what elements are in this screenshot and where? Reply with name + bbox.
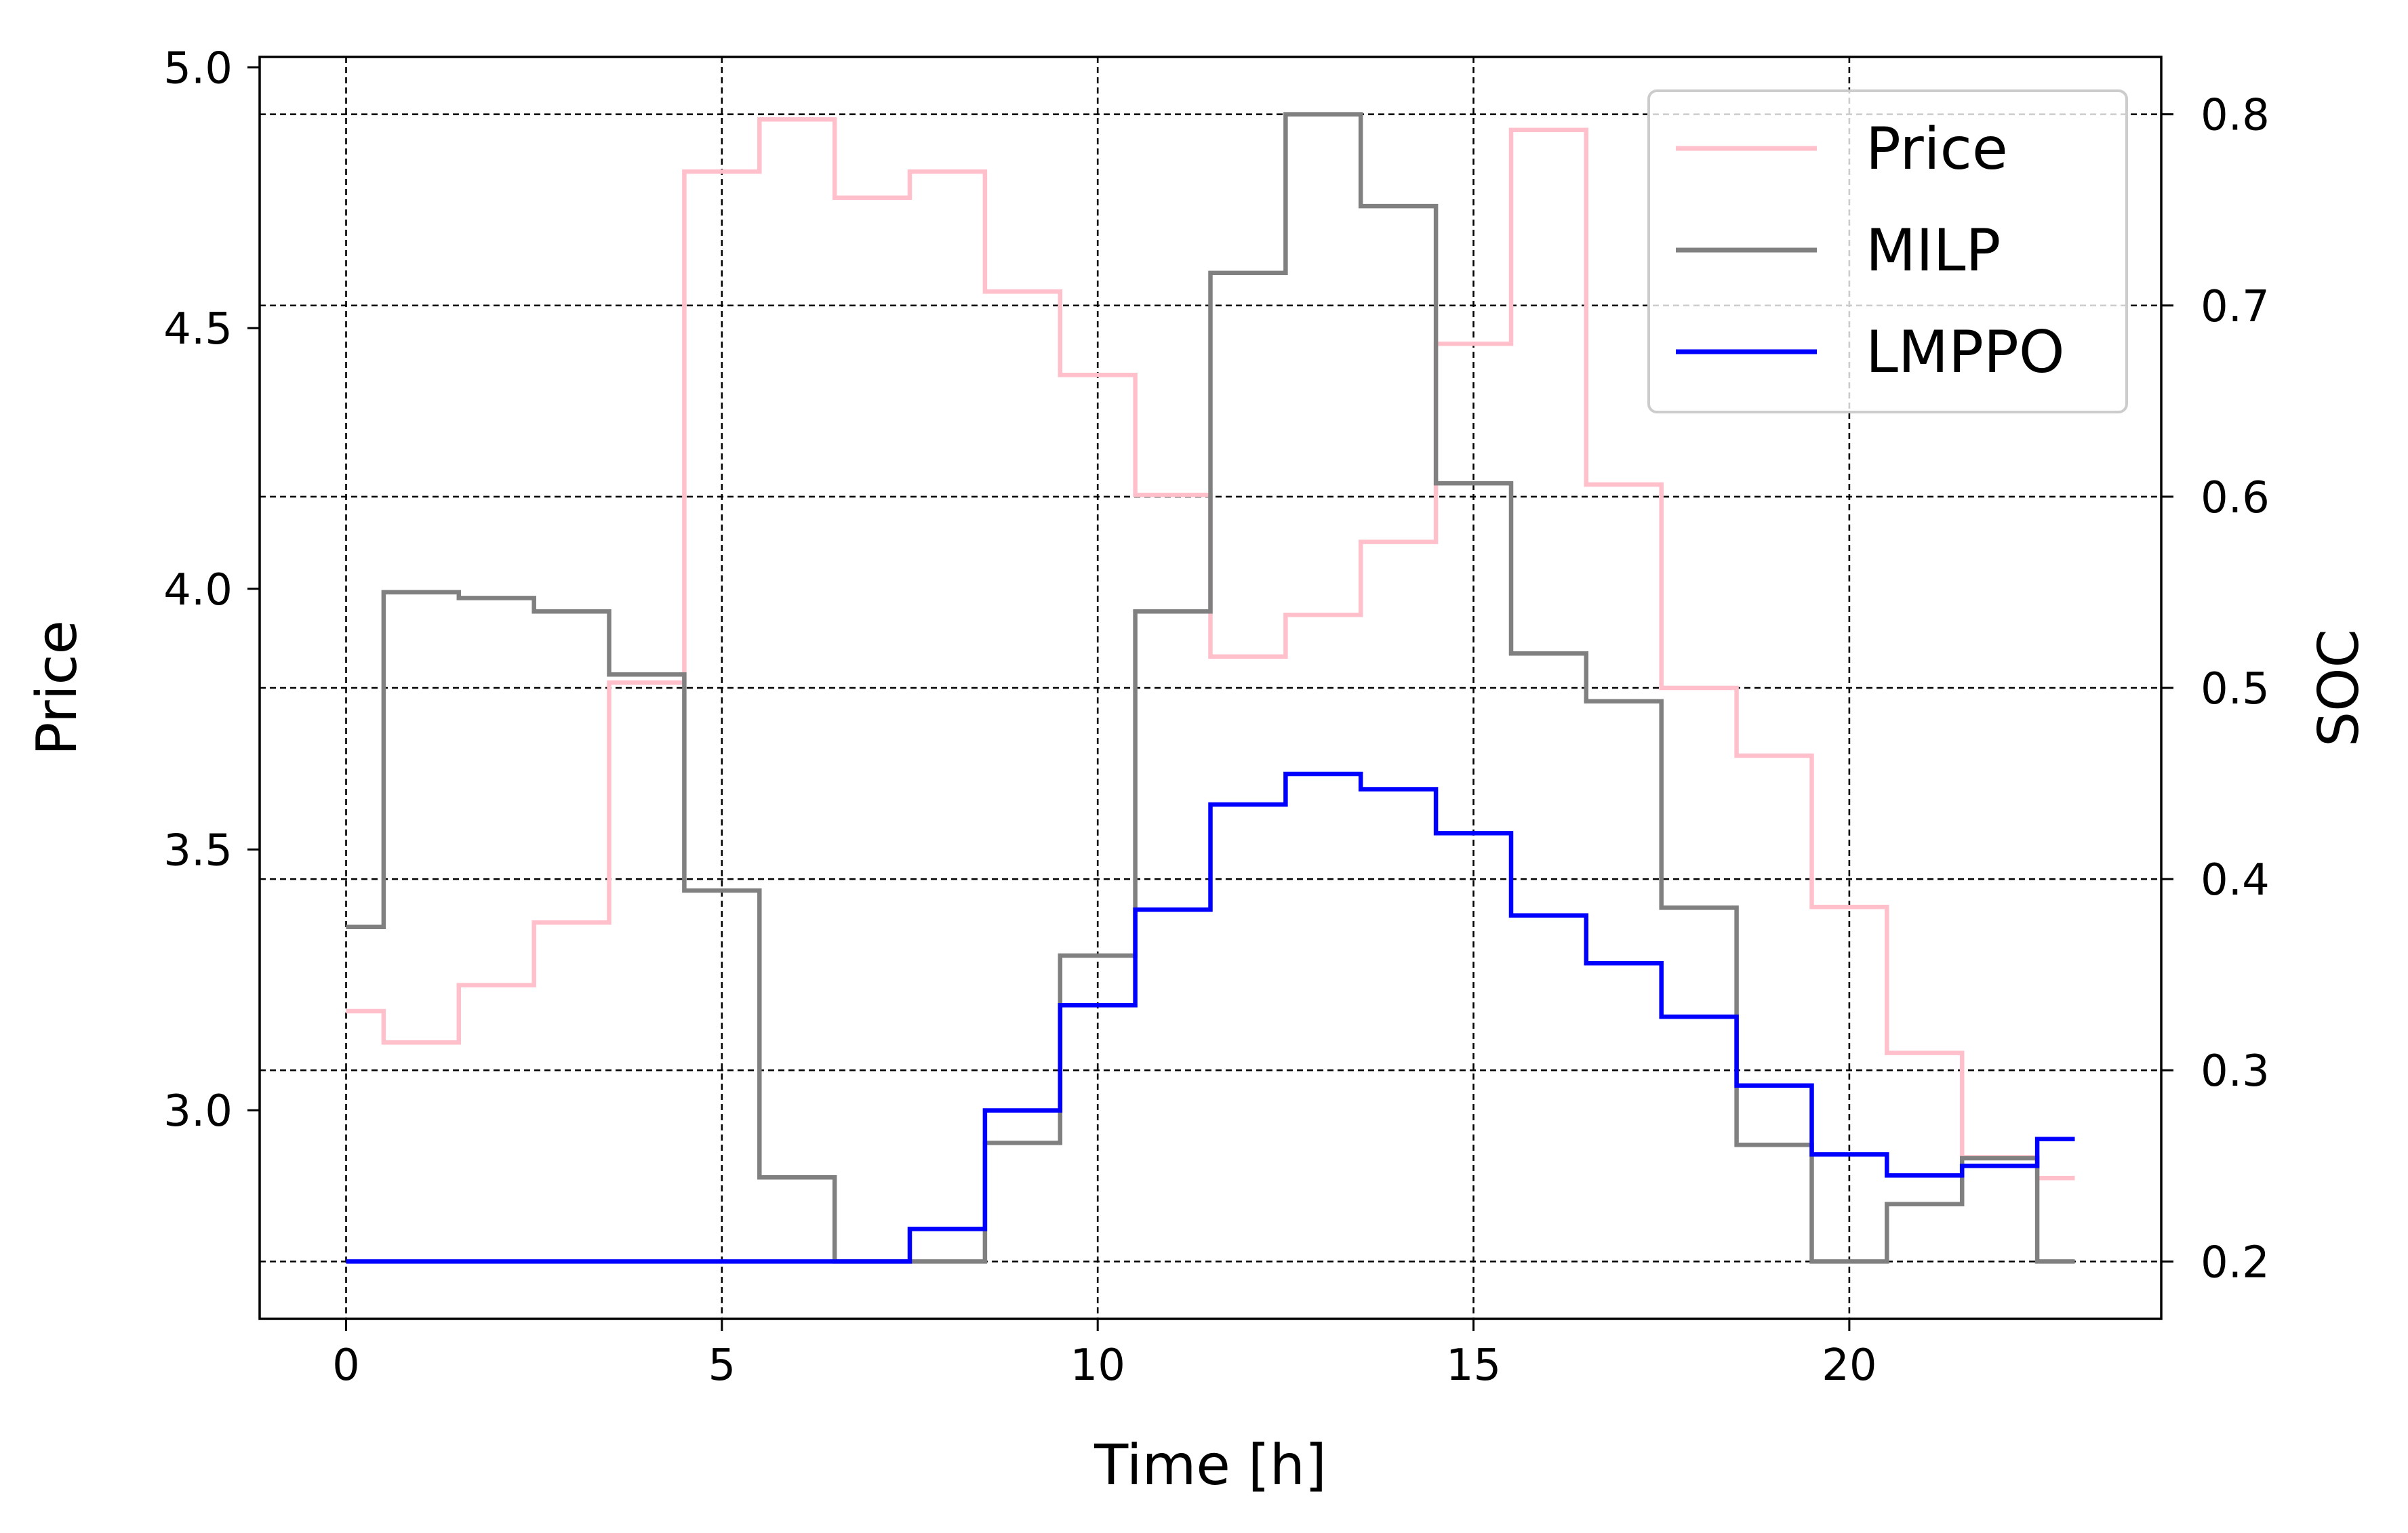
y-right-tick-label: 0.5: [2201, 664, 2270, 714]
y-left-tick-label: 5.0: [163, 43, 233, 94]
y-axis-left-label: Price: [25, 620, 89, 756]
x-tick-label: 0: [332, 1341, 360, 1391]
x-axis-label: Time [h]: [1093, 1433, 1327, 1498]
x-tick-label: 15: [1446, 1341, 1501, 1391]
series-lines: [346, 112, 2075, 1264]
y-left-tick-label: 3.0: [163, 1086, 233, 1137]
series-line-lmppo: [346, 771, 2075, 1264]
y-right-tick-label: 0.4: [2201, 855, 2270, 905]
x-tick-label: 20: [1822, 1341, 1877, 1391]
y-right-tick-label: 0.8: [2201, 91, 2270, 141]
legend-label-price: Price: [1866, 115, 2008, 183]
y-left-tick-label: 4.5: [163, 304, 233, 354]
legend-label-milp: MILP: [1866, 217, 2001, 285]
y-right-tick-label: 0.2: [2201, 1238, 2270, 1288]
y-right-tick-label: 0.7: [2201, 282, 2270, 332]
x-tick-label: 10: [1070, 1341, 1125, 1391]
legend: Price MILP LMPPO: [1647, 89, 2128, 413]
y-left-tick-label: 3.5: [163, 826, 233, 876]
y-axis-right-label: SOC: [2307, 629, 2371, 747]
series-line-milp: [346, 112, 2075, 1264]
axis-ticks: 0 5 10 15 20 0.2 0.3 0.4 0.5 0.6 0.7 0.8 3.0 3.5 4.0 4.…: [163, 43, 2270, 1391]
y-right-tick-label: 0.3: [2201, 1046, 2270, 1097]
legend-box: [1647, 89, 2128, 413]
legend-label-lmppo: LMPPO: [1866, 319, 2065, 386]
y-right-tick-label: 0.6: [2201, 473, 2270, 523]
x-tick-label: 5: [708, 1341, 736, 1391]
y-left-tick-label: 4.0: [163, 565, 233, 615]
